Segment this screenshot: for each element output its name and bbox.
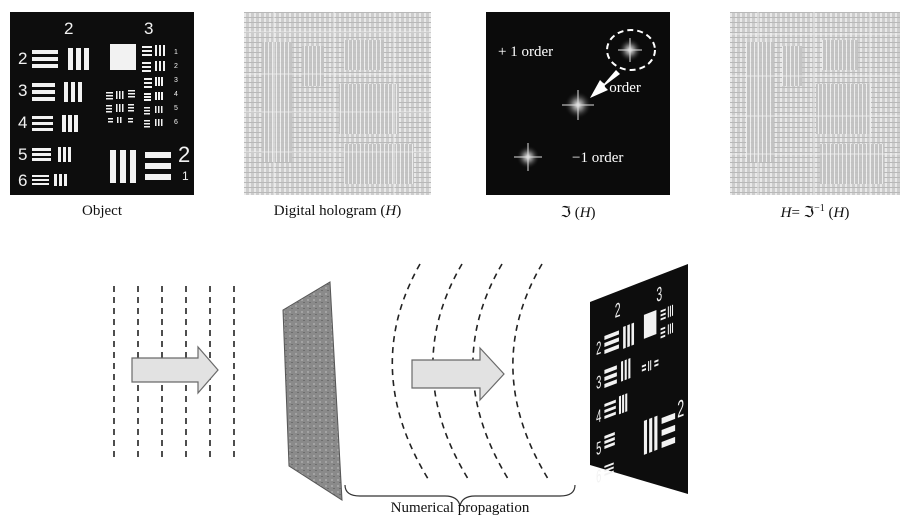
svg-text:4: 4 (174, 91, 178, 98)
hologram-image (244, 12, 431, 195)
filtered-hologram-image (730, 12, 900, 195)
svg-text:3: 3 (174, 77, 178, 84)
object-caption: Object (82, 203, 122, 219)
element-label: 6 (18, 171, 27, 190)
plus-order-circle (606, 29, 656, 71)
plus-order-label: + 1 order (498, 44, 553, 60)
reconstructed-image: 2 3 2 3 4 5 6 2 (590, 264, 688, 494)
group-label: 2 (615, 298, 621, 322)
order-arrow (590, 70, 620, 98)
propagation-diagram: 2 3 2 3 4 5 6 2 (0, 250, 910, 522)
group-label: 2 (178, 142, 190, 167)
svg-text:4: 4 (596, 406, 601, 428)
bar-pattern (32, 44, 171, 186)
element-label: 2 (18, 49, 27, 68)
svg-text:1: 1 (174, 49, 178, 56)
plane-wavefronts (113, 286, 235, 460)
inverse-caption: H= ℑ−1 (H) (780, 203, 850, 221)
incident-arrow (131, 345, 219, 395)
group-label: 3 (144, 19, 153, 38)
svg-text:6: 6 (174, 119, 178, 126)
svg-text:6: 6 (596, 466, 601, 488)
propagation-arrow (411, 346, 505, 402)
hologram-caption: Digital hologram (H) (273, 203, 402, 219)
propagation-caption: Numerical propagation (390, 500, 530, 516)
element-label: 1 (182, 169, 189, 183)
group-label: 3 (656, 283, 662, 307)
element-label: 5 (18, 145, 27, 164)
object-image: 2 3 2 3 4 5 6 2 1 1 2 3 4 5 6 (10, 12, 194, 195)
svg-text:2: 2 (174, 63, 178, 70)
element-label: 4 (18, 113, 27, 132)
group-label: 2 (64, 19, 73, 38)
propagation-brace (344, 484, 576, 507)
svg-text:2: 2 (677, 394, 684, 424)
svg-text:5: 5 (596, 438, 601, 460)
minus-order-label: −1 order (572, 150, 623, 166)
zero-order-label: 0 order (598, 80, 641, 96)
element-label: 3 (18, 81, 27, 100)
svg-text:2: 2 (596, 338, 601, 360)
hologram-plate (282, 281, 343, 501)
spectrum-image: + 1 order 0 order −1 order (486, 12, 670, 195)
svg-text:5: 5 (174, 105, 178, 112)
svg-text:3: 3 (596, 372, 601, 394)
fourier-caption: ℑ (H) (560, 205, 596, 221)
